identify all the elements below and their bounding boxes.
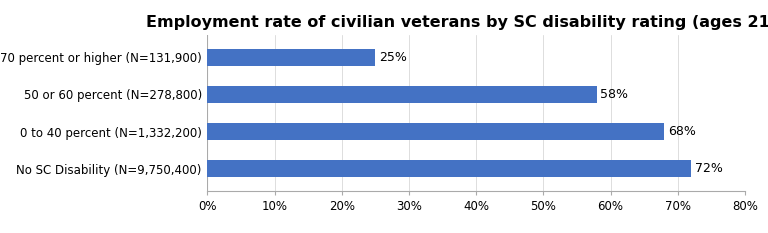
Text: 58%: 58% [601,88,628,101]
Bar [207,123,664,140]
Text: 68%: 68% [667,125,696,138]
Bar [207,86,598,103]
Text: 25%: 25% [379,51,406,64]
Bar [207,49,376,66]
Text: 72%: 72% [694,162,723,175]
Title: Employment rate of civilian veterans by SC disability rating (ages 21-64): Employment rate of civilian veterans by … [146,15,768,30]
Bar [207,160,691,177]
